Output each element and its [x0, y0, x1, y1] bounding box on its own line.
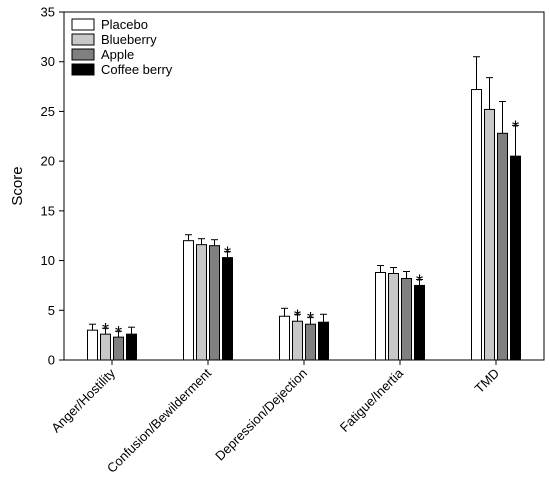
bar [388, 272, 399, 361]
bar [196, 244, 207, 361]
y-tick-label: 5 [48, 303, 55, 318]
bar [497, 132, 508, 361]
y-tick-label: 0 [48, 353, 55, 368]
legend-swatch [71, 48, 95, 61]
x-tick-label: Confusion/Bewilderment [104, 365, 215, 476]
significance-marker: * [115, 323, 122, 343]
y-axis-title: Score [9, 166, 26, 205]
legend-label: Placebo [101, 17, 148, 32]
bar [471, 89, 482, 361]
y-tick-label: 20 [41, 154, 55, 169]
significance-marker: * [307, 309, 314, 329]
y-tick-label: 30 [41, 54, 55, 69]
significance-marker: * [224, 244, 231, 264]
bar [279, 315, 290, 361]
x-tick-label: TMD [472, 366, 503, 397]
bar [401, 277, 412, 361]
significance-marker: * [294, 306, 301, 326]
bar [375, 272, 386, 361]
y-tick-label: 25 [41, 104, 55, 119]
legend-swatch [71, 63, 95, 76]
legend-swatch [71, 18, 95, 31]
x-tick-label: Fatigue/Inertia [337, 365, 407, 435]
y-tick-label: 15 [41, 203, 55, 218]
significance-marker: * [416, 271, 423, 291]
bar [305, 323, 316, 361]
bar [126, 333, 137, 361]
y-tick-label: 35 [41, 5, 55, 20]
y-tick-label: 10 [41, 253, 55, 268]
significance-marker: * [102, 320, 109, 340]
bar [222, 257, 233, 361]
x-tick-label: Anger/Hostility [48, 365, 118, 435]
x-tick-label: Depression/Dejection [212, 366, 310, 464]
legend-label: Apple [101, 47, 134, 62]
bar [318, 321, 329, 361]
bar [484, 108, 495, 361]
bars-layer: * * * * * * * [87, 56, 521, 361]
bar [87, 329, 98, 361]
bar [292, 320, 303, 361]
legend-swatch [71, 33, 95, 46]
legend-label: Coffee berry [101, 62, 173, 77]
legend-label: Blueberry [101, 32, 157, 47]
significance-marker: * [512, 117, 519, 137]
bar [510, 155, 521, 361]
bar [209, 245, 220, 361]
bar [183, 240, 194, 361]
bar [414, 284, 425, 361]
